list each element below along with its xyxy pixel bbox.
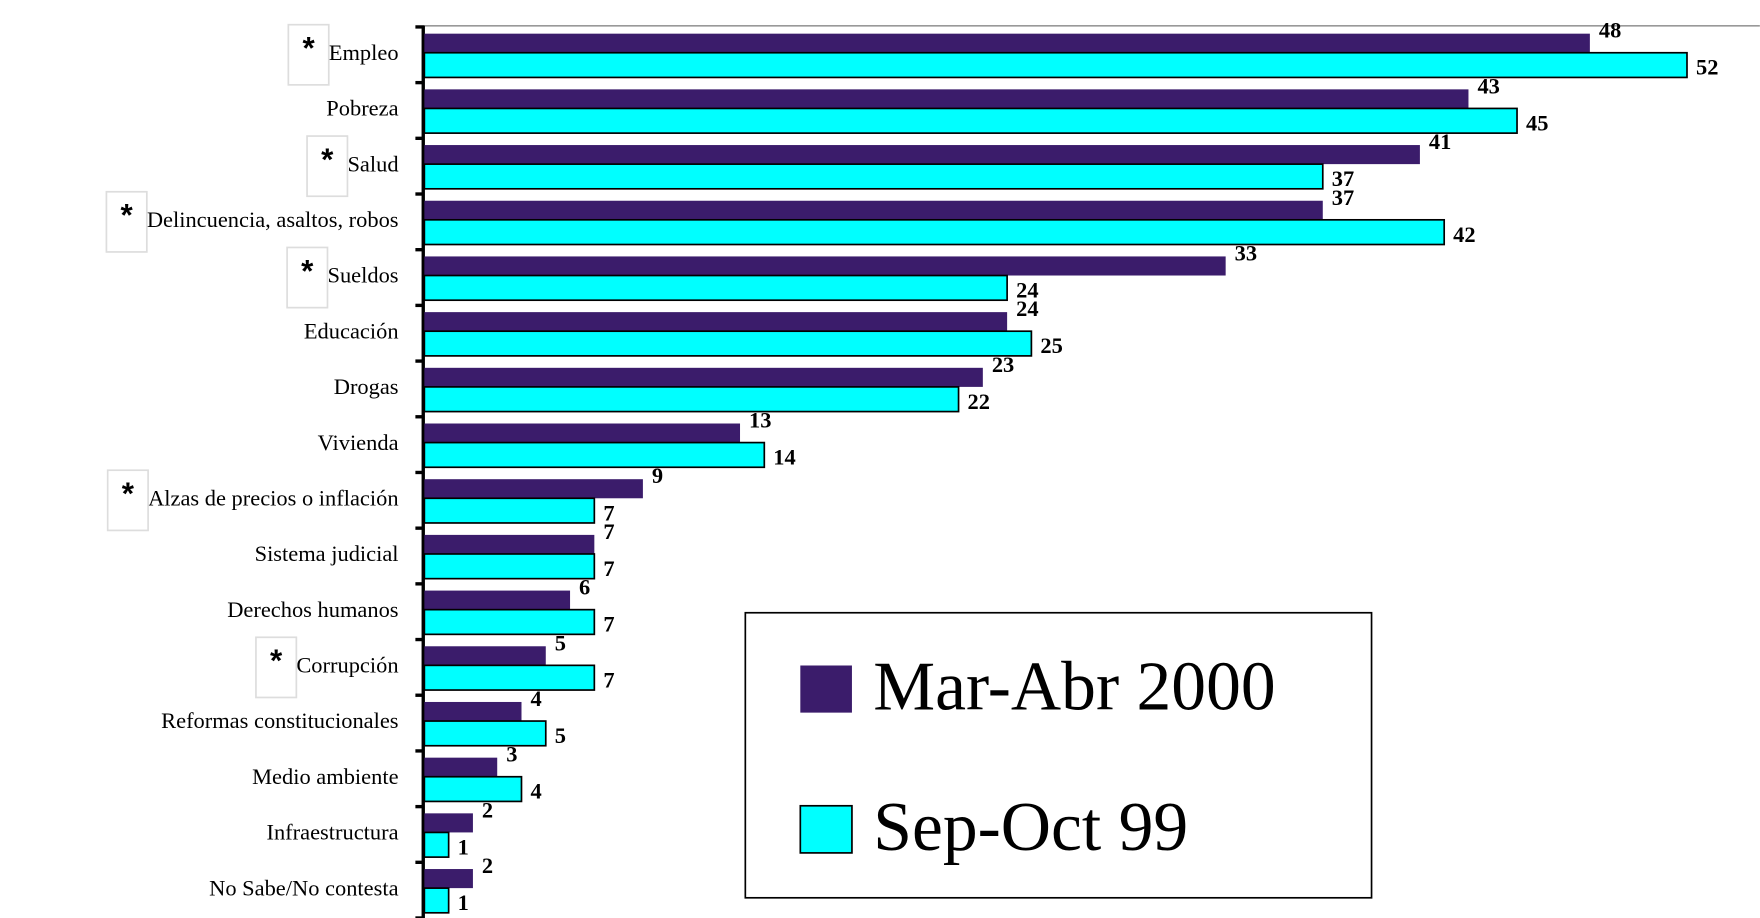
value-label: 45 [1526, 110, 1548, 135]
category-label: Vivienda [318, 430, 399, 455]
bar [424, 646, 546, 666]
bar [423, 553, 596, 580]
bar [423, 441, 766, 469]
bar [424, 200, 1323, 220]
bar [423, 608, 596, 636]
value-label: 1 [458, 890, 469, 915]
flag: * [302, 31, 315, 66]
value-label: 52 [1696, 55, 1718, 80]
value-label: 22 [968, 389, 990, 414]
flag: * [121, 198, 134, 233]
bar [423, 386, 960, 413]
legend-swatch [800, 665, 852, 713]
category-label: Infraestructura [266, 820, 398, 845]
bar [423, 218, 1446, 246]
value-label: 4 [530, 686, 541, 711]
category-label: Corrupción [296, 653, 398, 678]
category-label: Educación [304, 318, 399, 343]
category-label: Reformas constitucionales [161, 708, 398, 733]
legend-label: Sep-Oct 99 [873, 789, 1188, 866]
value-label: 13 [749, 408, 771, 433]
value-label: 43 [1477, 73, 1499, 98]
value-label: 24 [1016, 296, 1038, 321]
value-label: 23 [992, 352, 1014, 377]
bar [424, 701, 522, 722]
bar [424, 869, 473, 889]
value-label: 7 [603, 556, 614, 581]
value-label: 5 [555, 630, 566, 655]
value-label: 7 [603, 500, 614, 525]
bar [424, 312, 1008, 332]
value-label: 7 [603, 667, 614, 692]
bar [423, 497, 596, 524]
bar [423, 330, 1033, 357]
flag-box [306, 135, 349, 198]
legend-swatch [799, 804, 853, 854]
bar [423, 51, 1688, 79]
value-label: 7 [603, 612, 614, 637]
value-label: 42 [1453, 222, 1475, 247]
bar [423, 831, 450, 858]
value-label: 48 [1599, 18, 1621, 43]
bar [423, 664, 596, 691]
category-label: Pobreza [326, 96, 398, 121]
category-label: Drogas [334, 374, 399, 399]
bar [423, 163, 1324, 190]
bar [424, 479, 643, 499]
value-label: 7 [603, 519, 614, 544]
value-label: 33 [1235, 240, 1257, 265]
bar [424, 367, 983, 387]
category-label: Salud [347, 151, 398, 176]
category-label: Derechos humanos [227, 597, 398, 622]
bar [424, 757, 498, 777]
category-label: Alzas de precios o inflación [148, 485, 398, 510]
category-label: Empleo [329, 40, 399, 65]
value-label: 1 [458, 834, 469, 859]
value-label: 41 [1429, 129, 1451, 154]
flag-box [105, 190, 148, 253]
bar [424, 590, 571, 610]
bar [424, 145, 1420, 165]
flag: * [321, 142, 334, 177]
bar [424, 813, 473, 833]
category-label: Delincuencia, asaltos, robos [147, 207, 399, 232]
bar [423, 274, 1008, 302]
value-label: 5 [555, 723, 566, 748]
category-label: Sistema judicial [255, 541, 399, 566]
bar [423, 775, 523, 803]
category-label: Medio ambiente [252, 764, 398, 789]
value-label: 37 [1332, 185, 1354, 210]
flag-box [287, 23, 330, 86]
bar [424, 423, 741, 443]
category-label: No Sabe/No contesta [209, 875, 398, 900]
value-label: 6 [579, 575, 590, 600]
bar [423, 107, 1518, 134]
bar [424, 534, 595, 554]
bar [424, 89, 1469, 109]
value-label: 4 [530, 779, 541, 804]
flag: * [270, 643, 283, 678]
value-label: 25 [1040, 333, 1062, 358]
flag: * [301, 253, 314, 288]
flag-box [255, 636, 298, 699]
value-label: 24 [1016, 278, 1038, 303]
value-label: 14 [773, 445, 795, 470]
bar [424, 33, 1590, 53]
value-label: 3 [506, 742, 517, 767]
bar [423, 720, 547, 747]
category-label: Sueldos [327, 263, 398, 288]
value-label: 9 [652, 463, 663, 488]
bar [423, 887, 450, 914]
value-label: 2 [482, 797, 493, 822]
legend-label: Mar-Abr 2000 [873, 649, 1275, 726]
value-label: 37 [1332, 166, 1354, 191]
flag-box [106, 469, 149, 532]
flag: * [122, 476, 135, 511]
flag-box [286, 246, 329, 309]
value-label: 2 [482, 853, 493, 878]
bar [424, 256, 1226, 276]
legend-box [744, 611, 1373, 899]
